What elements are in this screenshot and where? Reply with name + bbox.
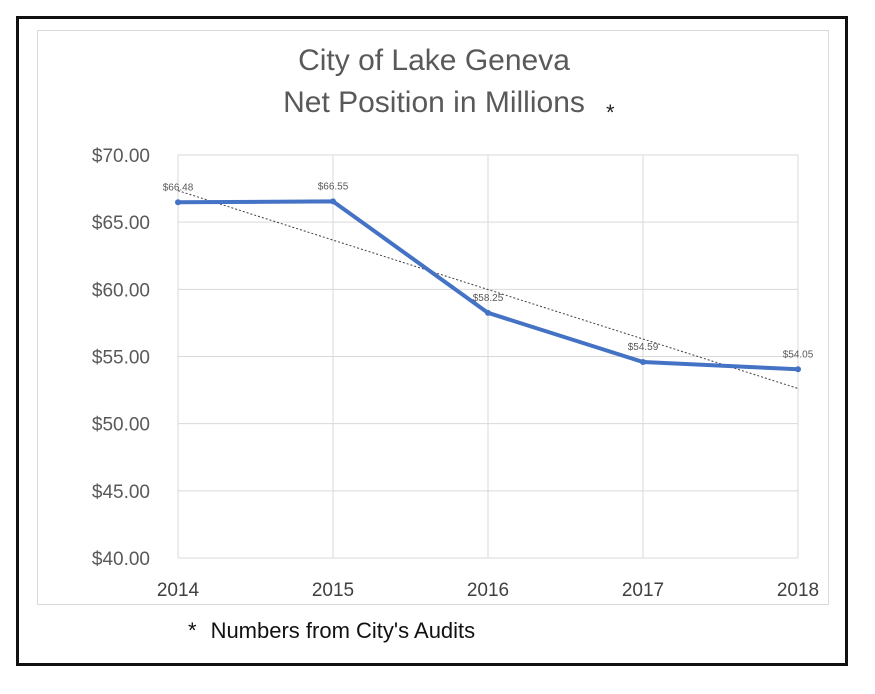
y-tick-label: $40.00 [92, 549, 150, 570]
data-label: $66.48 [163, 182, 194, 193]
data-point [330, 198, 336, 205]
y-tick-label: $65.00 [92, 213, 150, 234]
x-tick-label: 2014 [157, 580, 200, 601]
trendline [177, 190, 799, 389]
footnote-marker: * [188, 618, 197, 643]
data-label: $66.55 [318, 181, 349, 192]
chart-area [37, 30, 829, 605]
y-tick-label: $45.00 [92, 482, 150, 503]
data-point [795, 366, 801, 373]
x-tick-label: 2016 [467, 580, 509, 601]
data-point [640, 359, 646, 366]
data-label: $54.59 [628, 342, 659, 353]
y-tick-label: $55.00 [92, 348, 150, 369]
footnote-text: Numbers from City's Audits [210, 618, 476, 643]
y-tick-label: $70.00 [92, 146, 150, 167]
y-tick-label: $60.00 [92, 280, 150, 301]
y-tick-label: $50.00 [92, 415, 150, 436]
chart-title-line-1: City of Lake Geneva [298, 44, 570, 77]
x-tick-label: 2017 [622, 580, 664, 601]
data-label: $54.05 [783, 349, 814, 360]
title-footnote-marker: * [606, 100, 615, 125]
footnote: * Numbers from City's Audits [188, 618, 475, 644]
chart-title-line-2: Net Position in Millions [283, 86, 585, 119]
data-label: $58.25 [473, 293, 504, 304]
x-tick-label: 2015 [312, 580, 354, 601]
x-tick-label: 2018 [777, 580, 819, 601]
data-point [175, 199, 181, 206]
data-point [485, 309, 491, 316]
